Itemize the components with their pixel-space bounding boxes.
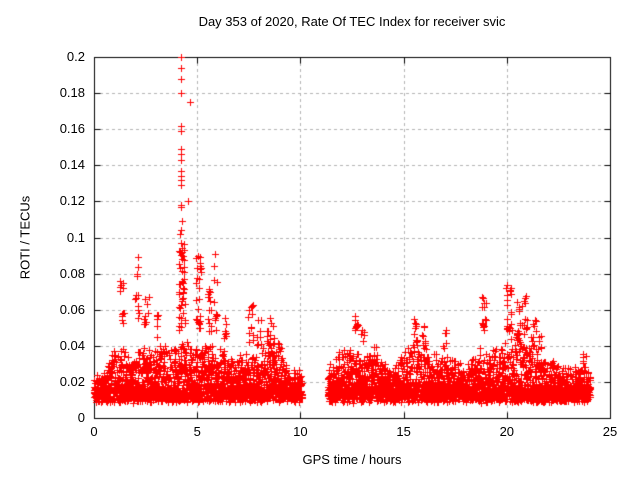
y-tick-label: 0.06 [59,301,85,317]
y-tick-label: 0.12 [59,193,85,209]
y-tick-label: 0.14 [59,157,85,173]
y-tick-label: 0.08 [59,265,85,281]
x-tick-label: 10 [293,424,308,439]
x-axis-label: GPS time / hours [302,452,402,467]
y-tick-label: 0.1 [66,229,85,245]
y-tick-label: 0.2 [66,49,85,64]
y-tick-label: 0.04 [59,337,85,353]
y-tick-label: 0 [77,410,85,425]
x-tick-label: 25 [602,424,618,439]
x-tick-label: 0 [90,424,98,439]
y-tick-label: 0.18 [59,85,85,101]
y-tick-label: 0.16 [59,121,85,137]
chart-title: Day 353 of 2020, Rate Of TEC Index for r… [198,14,506,29]
y-tick-label: 0.02 [59,373,85,389]
x-tick-label: 15 [396,424,411,439]
x-tick-label: 5 [193,424,201,439]
x-tick-label: 20 [499,424,515,439]
